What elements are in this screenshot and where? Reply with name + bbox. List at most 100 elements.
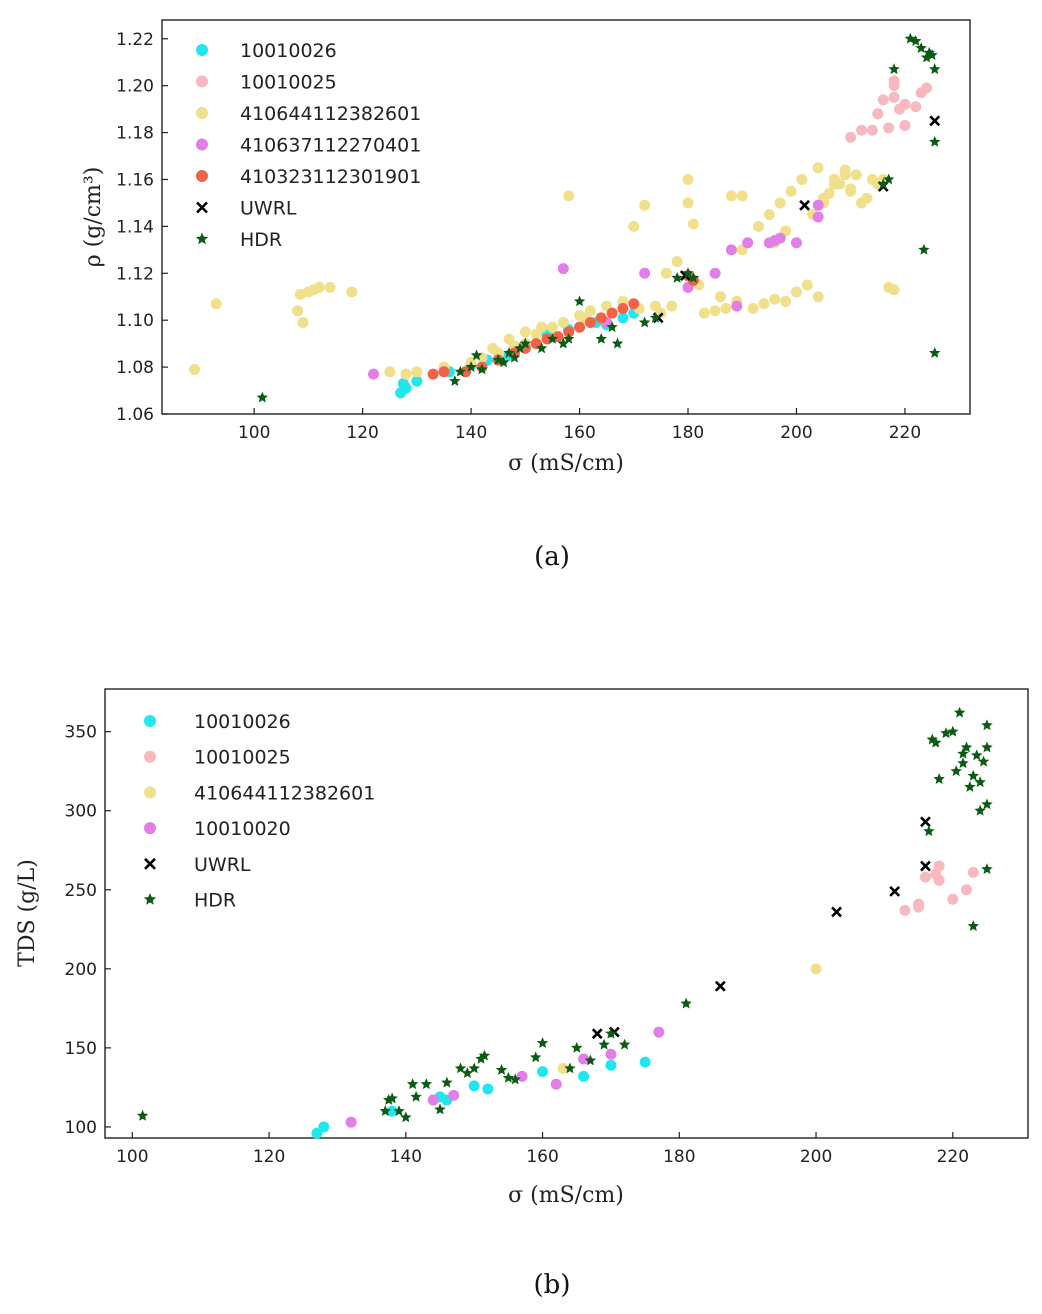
- legend-label-b: HDR: [194, 890, 236, 912]
- legend-label-b: 10010025: [194, 747, 291, 769]
- point-circle-a: [883, 122, 895, 134]
- point-circle-a: [400, 368, 412, 380]
- point-circle-a: [780, 295, 792, 307]
- point-circle-b: [318, 1121, 330, 1133]
- point-star-a: [671, 271, 683, 283]
- point-star-a: [926, 49, 938, 61]
- point-star-a: [256, 391, 269, 403]
- point-circle-a: [628, 298, 640, 310]
- point-circle-a: [845, 185, 857, 197]
- point-star-a: [557, 337, 569, 349]
- point-circle-a: [384, 366, 396, 378]
- point-circle-b: [653, 1026, 665, 1038]
- point-circle-a: [812, 291, 824, 303]
- point-circle-a: [736, 190, 748, 202]
- y-tick-label-a: 1.12: [116, 264, 154, 284]
- point-circle-a: [790, 237, 802, 249]
- point-circle-a: [856, 124, 868, 136]
- legend-marker-a: [196, 201, 208, 214]
- x-axis-label-b: σ (mS/cm): [508, 1183, 624, 1208]
- point-star-a: [877, 178, 889, 190]
- point-circle-a: [910, 101, 922, 113]
- point-star-b: [564, 1062, 576, 1074]
- legend-label-a: HDR: [240, 229, 282, 251]
- point-circle-a: [438, 366, 450, 378]
- point-star-a: [649, 311, 662, 323]
- point-circle-a: [698, 307, 710, 319]
- point-circle-a: [709, 305, 721, 317]
- point-circle-a: [519, 326, 531, 338]
- x-tick-label-b: 100: [116, 1147, 148, 1167]
- point-star-a: [929, 63, 941, 75]
- point-star-a: [503, 347, 515, 358]
- point-star-b: [598, 1038, 610, 1050]
- point-circle-a: [687, 218, 699, 230]
- point-x-a: [929, 115, 941, 127]
- point-star-b: [584, 1054, 597, 1066]
- point-star-b: [929, 736, 942, 748]
- point-star-b: [605, 1027, 617, 1039]
- point-circle-a: [812, 199, 824, 211]
- point-circle-a: [774, 197, 786, 209]
- point-star-a: [454, 365, 466, 377]
- plot-frame-a: [161, 19, 971, 415]
- point-circle-a: [503, 333, 515, 345]
- point-circle-a: [557, 263, 569, 275]
- point-star-b: [406, 1078, 419, 1090]
- point-circle-a: [584, 317, 596, 329]
- y-tick-label-a: 1.10: [116, 311, 154, 331]
- point-circle-a: [628, 220, 640, 232]
- point-circle-a: [297, 317, 309, 329]
- point-star-b: [530, 1051, 542, 1063]
- point-circle-a: [899, 98, 911, 110]
- point-circle-a: [801, 279, 813, 291]
- point-circle-b: [550, 1078, 562, 1090]
- x-tick-label-b: 140: [390, 1147, 422, 1167]
- point-circle-b: [386, 1105, 398, 1117]
- point-star-b: [950, 765, 962, 777]
- y-tick-label-a: 1.22: [116, 30, 154, 50]
- point-circle-b: [578, 1053, 590, 1065]
- point-circle-b: [345, 1116, 357, 1128]
- point-star-a: [470, 349, 483, 361]
- y-axis-label-b: TDS (g/L): [15, 859, 40, 967]
- point-star-a: [638, 316, 651, 328]
- point-star-b: [933, 773, 945, 784]
- point-star-b: [940, 727, 952, 739]
- point-star-a: [910, 35, 922, 46]
- point-star-b: [400, 1111, 412, 1123]
- data-points-b: [136, 706, 993, 1139]
- legend-marker-b: [144, 715, 156, 727]
- point-circle-b: [605, 1059, 617, 1071]
- point-star-b: [478, 1049, 491, 1061]
- point-circle-a: [574, 321, 586, 333]
- point-star-a: [563, 332, 575, 344]
- y-axis-a: 1.06 1.08 1.10 1.12 1.14 1.16 1.18 1.20 1.22: [116, 30, 168, 425]
- point-circle-a: [367, 368, 379, 380]
- point-circle-a: [563, 326, 575, 338]
- point-circle-a: [725, 190, 737, 202]
- point-star-b: [410, 1090, 422, 1102]
- point-circle-a: [595, 312, 607, 324]
- x-axis-label-a: σ (mS/cm): [508, 451, 624, 476]
- point-circle-a: [861, 192, 873, 204]
- point-circle-a: [324, 281, 336, 293]
- x-tick-label-a: 160: [563, 423, 595, 443]
- point-x-b: [591, 1028, 603, 1040]
- point-star-b: [379, 1105, 392, 1116]
- y-axis-b: 100 150 200 250 300 350: [65, 723, 111, 1138]
- point-circle-b: [468, 1080, 480, 1092]
- point-circle-a: [720, 302, 732, 314]
- legend-label-b: 10010020: [194, 818, 291, 840]
- y-tick-label-b: 100: [65, 1118, 97, 1138]
- point-circle-a: [769, 293, 781, 305]
- point-circle-b: [537, 1066, 549, 1078]
- point-star-b: [136, 1109, 149, 1121]
- point-star-a: [929, 347, 941, 358]
- point-circle-b: [557, 1062, 569, 1074]
- chart-panel-a: 100 120 140 160 180 200 220 1.061.081.101.121.…: [81, 19, 971, 572]
- point-star-b: [509, 1073, 521, 1085]
- point-circle-a: [790, 286, 802, 298]
- point-star-a: [546, 332, 559, 344]
- y-tick-label-a: 1.20: [116, 77, 154, 97]
